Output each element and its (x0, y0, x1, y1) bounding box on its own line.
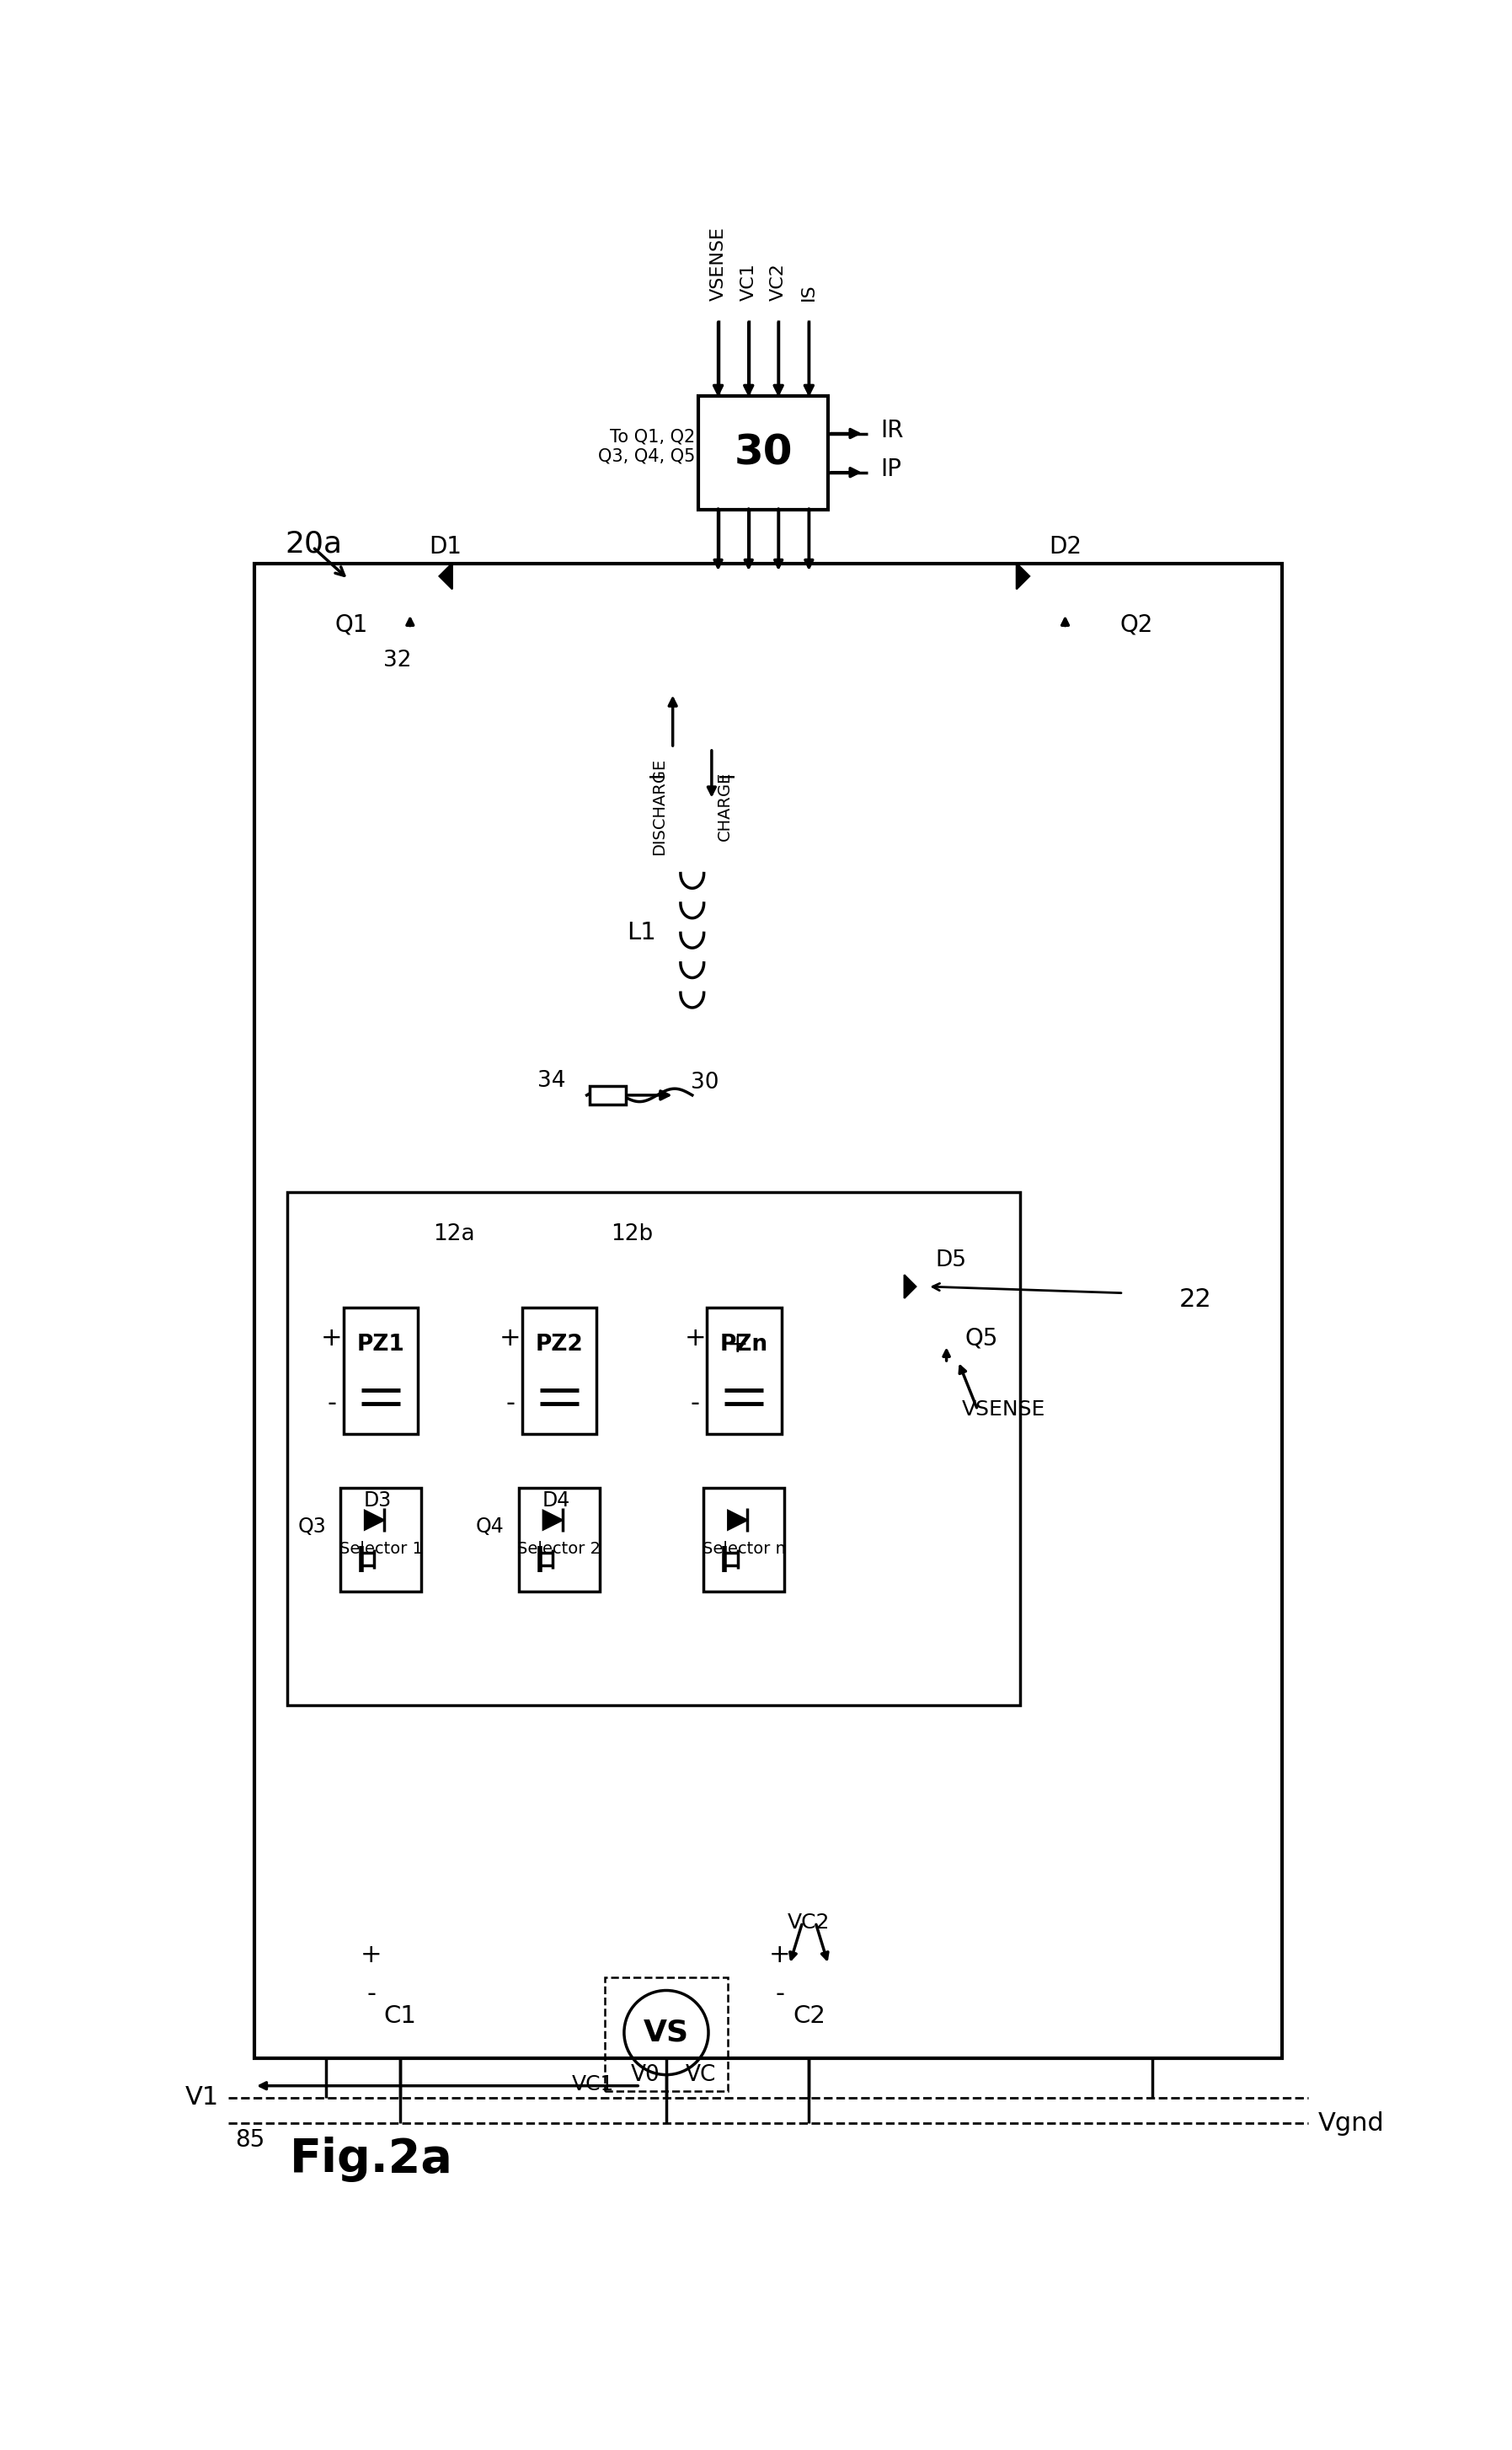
Text: +: + (360, 1943, 383, 1967)
Text: VSENSE: VSENSE (962, 1399, 1045, 1421)
Text: +: + (321, 1325, 343, 1350)
Text: 34: 34 (537, 1071, 565, 1093)
Text: To Q1, Q2: To Q1, Q2 (611, 429, 696, 446)
Bar (703, 1487, 785, 1592)
Polygon shape (543, 1509, 562, 1529)
Text: IP: IP (880, 458, 901, 480)
Bar (343, 1308, 419, 1433)
Text: +: + (499, 1325, 522, 1350)
Text: 85: 85 (234, 2129, 265, 2151)
Polygon shape (364, 1509, 384, 1529)
Text: VC1: VC1 (741, 262, 758, 301)
Bar (706, 1308, 782, 1433)
Text: CHARGE: CHARGE (717, 772, 733, 840)
Text: C1: C1 (384, 2004, 417, 2029)
Bar (287, 1193, 1019, 1705)
Text: PZ2: PZ2 (535, 1333, 584, 1355)
Text: Q5: Q5 (965, 1325, 998, 1350)
Text: 12b: 12b (611, 1223, 653, 1245)
Text: L1: L1 (627, 921, 656, 946)
Text: C2: C2 (792, 2004, 826, 2029)
Text: D2: D2 (1049, 534, 1081, 559)
Text: -: - (691, 1392, 700, 1416)
Bar (590, 1085, 626, 1105)
Text: D4: D4 (541, 1490, 570, 1512)
Text: VSENSE: VSENSE (709, 225, 727, 301)
Polygon shape (1016, 564, 1030, 588)
Text: I: I (717, 772, 736, 777)
Text: -: - (776, 1982, 785, 2007)
Text: Q4: Q4 (476, 1517, 505, 1536)
Text: -: - (505, 1392, 516, 1416)
Text: V1: V1 (184, 2085, 219, 2109)
Text: I: I (647, 772, 668, 777)
Text: 12a: 12a (432, 1223, 475, 1245)
Text: PZ1: PZ1 (357, 1333, 405, 1355)
Text: 30: 30 (735, 434, 792, 473)
Text: VC: VC (686, 2063, 717, 2085)
Text: IR: IR (880, 419, 904, 441)
Polygon shape (727, 1509, 747, 1529)
Text: Selector 2: Selector 2 (517, 1541, 600, 1558)
Bar (254, 564, 1282, 2058)
Text: DISCHARGE: DISCHARGE (652, 757, 668, 855)
Polygon shape (904, 1274, 916, 1298)
Text: Fig.2a: Fig.2a (290, 2136, 454, 2183)
Text: VC2: VC2 (770, 262, 786, 301)
Text: Q3: Q3 (298, 1517, 327, 1536)
Text: 30: 30 (691, 1071, 718, 1093)
Text: -: - (327, 1392, 337, 1416)
Text: VC2: VC2 (788, 1911, 830, 1933)
Text: 20a: 20a (284, 529, 342, 559)
Text: +: + (770, 1943, 791, 1967)
Bar (522, 1308, 597, 1433)
Text: IS: IS (800, 284, 818, 301)
Text: Q1: Q1 (334, 612, 367, 637)
Bar (340, 1487, 422, 1592)
Text: Selector n: Selector n (703, 1541, 786, 1558)
Text: -: - (366, 1982, 376, 2007)
Text: Q3, Q4, Q5: Q3, Q4, Q5 (599, 448, 696, 465)
Text: +: + (727, 1333, 748, 1357)
Text: D5: D5 (936, 1249, 966, 1272)
Text: Vgnd: Vgnd (1318, 2112, 1385, 2136)
Bar (519, 1487, 600, 1592)
Bar (699, 397, 829, 510)
Text: D3: D3 (363, 1490, 392, 1512)
Text: 22: 22 (1179, 1286, 1211, 1311)
Text: D1: D1 (429, 534, 463, 559)
Polygon shape (440, 564, 452, 588)
Text: V0: V0 (631, 2063, 659, 2085)
Text: VC1: VC1 (572, 2075, 614, 2095)
Text: Q2: Q2 (1120, 612, 1154, 637)
Text: 32: 32 (383, 649, 411, 671)
Text: Selector 1: Selector 1 (339, 1541, 422, 1558)
Text: PZn: PZn (720, 1333, 768, 1355)
Text: +: + (685, 1325, 706, 1350)
Text: VS: VS (644, 2019, 689, 2046)
